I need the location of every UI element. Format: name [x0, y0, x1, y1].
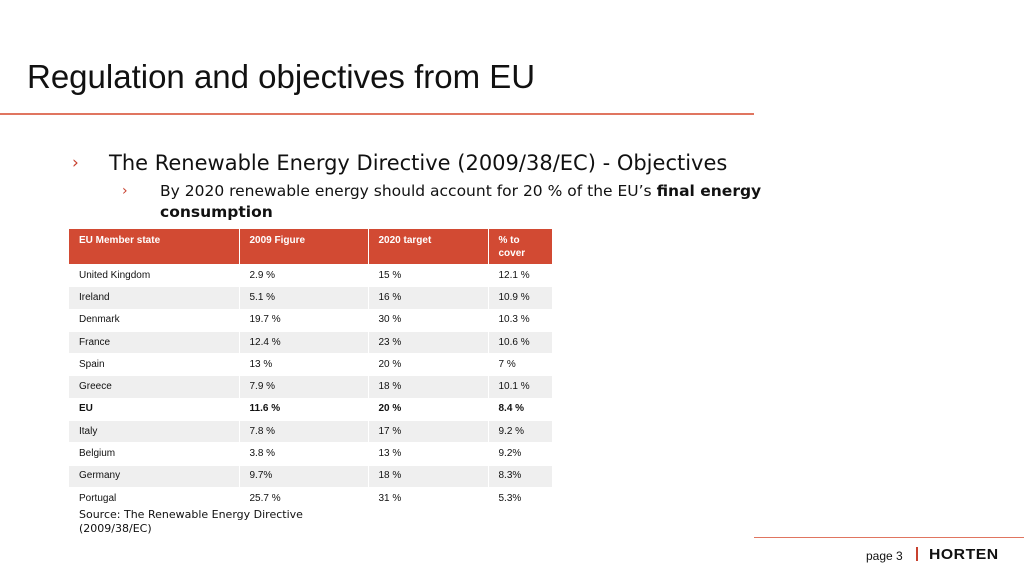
table-row: United Kingdom 2.9 % 15 % 12.1 %: [69, 263, 552, 287]
cell-percent-to-cover: 10.6 %: [488, 330, 552, 354]
table-header-row: EU Member state 2009 Figure 2020 target …: [69, 229, 552, 265]
cell-2009-figure: 3.8 %: [239, 442, 369, 466]
cell-member-state: EU: [69, 397, 240, 421]
header-percent-to-cover: % to cover: [488, 229, 552, 265]
cell-member-state: Germany: [69, 464, 240, 488]
footer-divider: [754, 537, 1024, 538]
cell-member-state: France: [69, 330, 240, 354]
cell-2020-target: 18 %: [368, 375, 489, 399]
cell-2020-target: 13 %: [368, 442, 489, 466]
cell-percent-to-cover: 10.3 %: [488, 308, 552, 332]
cell-2009-figure: 11.6 %: [239, 397, 369, 421]
header-2020-target: 2020 target: [368, 229, 489, 265]
cell-percent-to-cover: 8.4 %: [488, 397, 552, 421]
cell-member-state: Greece: [69, 375, 240, 399]
chevron-right-icon: ›: [122, 183, 128, 199]
renewable-targets-table: EU Member state 2009 Figure 2020 target …: [69, 229, 552, 510]
cell-2020-target: 18 %: [368, 464, 489, 488]
table-row: Belgium 3.8 % 13 % 9.2%: [69, 442, 552, 466]
cell-percent-to-cover: 10.9 %: [488, 286, 552, 310]
cell-member-state: United Kingdom: [69, 263, 240, 287]
cell-2009-figure: 19.7 %: [239, 308, 369, 332]
cell-percent-to-cover: 12.1 %: [488, 263, 552, 287]
header-2009-figure: 2009 Figure: [239, 229, 369, 265]
table-row: Germany 9.7% 18 % 8.3%: [69, 464, 552, 488]
slide-title: Regulation and objectives from EU: [27, 58, 536, 95]
bullet-level2-bold: final energy consumption: [160, 182, 762, 221]
cell-percent-to-cover: 10.1 %: [488, 375, 552, 399]
table-row: Greece 7.9 % 18 % 10.1 %: [69, 375, 552, 399]
header-member-state: EU Member state: [69, 229, 240, 265]
cell-member-state: Belgium: [69, 442, 240, 466]
table-row: Denmark 19.7 % 30 % 10.3 %: [69, 308, 552, 332]
bullet-level2-regular: By 2020 renewable energy should account …: [160, 182, 657, 200]
cell-2020-target: 17 %: [368, 420, 489, 443]
table-row: EU 11.6 % 20 % 8.4 %: [69, 397, 552, 421]
horten-logo: HORTEN: [929, 546, 999, 563]
page-number: page 3: [866, 549, 903, 563]
table-body: United Kingdom 2.9 % 15 % 12.1 % Ireland 5.1 …: [69, 263, 552, 510]
cell-2009-figure: 12.4 %: [239, 330, 369, 354]
table-row: Portugal 25.7 % 31 % 5.3%: [69, 486, 552, 510]
cell-2020-target: 16 %: [368, 286, 489, 310]
table-row: France 12.4 % 23 % 10.6 %: [69, 330, 552, 354]
bullet-level1-text: The Renewable Energy Directive (2009/38/…: [109, 151, 728, 175]
title-divider: [0, 113, 754, 115]
cell-2009-figure: 2.9 %: [239, 263, 369, 287]
cell-percent-to-cover: 9.2%: [488, 442, 552, 466]
cell-2020-target: 31 %: [368, 486, 489, 510]
cell-percent-to-cover: 5.3%: [488, 486, 552, 510]
table-row: Ireland 5.1 % 16 % 10.9 %: [69, 286, 552, 310]
cell-2020-target: 23 %: [368, 330, 489, 354]
bullet-level2-text: By 2020 renewable energy should account …: [160, 181, 840, 223]
cell-2020-target: 30 %: [368, 308, 489, 332]
cell-2020-target: 20 %: [368, 353, 489, 376]
cell-2009-figure: 13 %: [239, 353, 369, 376]
chevron-right-icon: ›: [72, 153, 79, 173]
cell-2009-figure: 7.9 %: [239, 375, 369, 399]
cell-2020-target: 20 %: [368, 397, 489, 421]
cell-percent-to-cover: 8.3%: [488, 464, 552, 488]
table-row: Spain 13 % 20 % 7 %: [69, 353, 552, 376]
cell-member-state: Italy: [69, 420, 240, 443]
cell-2009-figure: 25.7 %: [239, 486, 369, 510]
cell-2009-figure: 9.7%: [239, 464, 369, 488]
logo-separator: [916, 547, 918, 561]
cell-2009-figure: 7.8 %: [239, 420, 369, 443]
cell-member-state: Ireland: [69, 286, 240, 310]
cell-2009-figure: 5.1 %: [239, 286, 369, 310]
cell-member-state: Portugal: [69, 486, 240, 510]
cell-percent-to-cover: 7 %: [488, 353, 552, 376]
cell-2020-target: 15 %: [368, 263, 489, 287]
table-row: Italy 7.8 % 17 % 9.2 %: [69, 420, 552, 443]
source-note: Source: The Renewable Energy Directive (…: [79, 508, 303, 535]
cell-percent-to-cover: 9.2 %: [488, 420, 552, 443]
cell-member-state: Spain: [69, 353, 240, 376]
cell-member-state: Denmark: [69, 308, 240, 332]
